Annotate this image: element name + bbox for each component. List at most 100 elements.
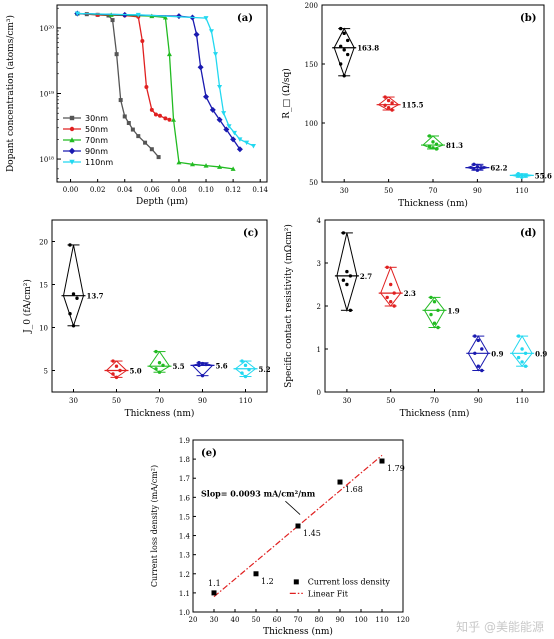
y-tick-label: 2 [317,303,321,311]
data-point [68,243,72,247]
data-point [523,351,528,355]
point-value-label: 1.2 [261,577,274,586]
data-point [75,296,79,300]
x-tick-label: 50 [384,187,393,195]
y-tick-label: 1.5 [179,513,190,521]
data-point [520,347,524,351]
data-point-50nm [163,116,168,121]
data-point [390,108,394,112]
data-point-30nm [149,147,154,152]
y-tick-label: 100 [305,120,318,128]
x-tick-label: 70 [430,397,439,405]
data-point [337,479,343,485]
data-point [436,325,440,330]
data-point-110nm [213,52,219,57]
slope-annotation: Slop= 0.0093 mA/cm²/nm [201,489,316,499]
data-point-110nm [244,140,250,146]
data-point [392,304,396,308]
data-point [240,359,244,363]
data-point [516,334,521,338]
chart-b-svg: (b) 50 100 150 200 30 163.8 50 115.5 70 81.3 90 62.2… [281,2,552,209]
data-point [243,374,248,379]
x-tick-label: 90 [336,616,345,624]
data-point [516,174,520,178]
data-point [154,367,158,371]
data-point [111,359,115,363]
point-value-label: 1.45 [303,529,321,538]
mean-value-label: 55.6 [535,171,552,180]
panel-label: (b) [520,13,536,24]
mean-value-label: 1.9 [448,306,460,315]
data-point-50nm [167,117,172,122]
panel-e-current-loss: (e) 20 30 40 50 60 70 80 90 100 110 120 1.0 1.1 1.2 1.3… [145,432,415,639]
data-point [114,375,119,380]
data-point [161,363,165,368]
x-tick-label: 110 [515,397,528,405]
x-tick-label: 80 [315,616,324,624]
mean-value-label: 5.2 [259,365,271,374]
data-point [200,361,205,366]
x-tick-label: 60 [273,616,282,624]
data-point-110nm [74,11,80,17]
data-point [345,282,349,287]
data-point [389,300,393,304]
point-value-label: 1.1 [208,579,221,588]
data-point-110nm [231,130,237,136]
mean-value-label: 81.3 [446,141,463,150]
data-point-110nm [217,84,223,90]
data-point [386,98,391,103]
x-tick-label: 90 [473,187,482,195]
data-point [427,144,432,149]
x-tick-label: 110 [239,397,252,405]
point-value-label: 1.68 [345,485,363,494]
data-point [247,367,251,372]
legend-label: 50nm [85,125,108,134]
y-tick-label: 1.1 [179,590,190,598]
data-point [432,321,437,325]
data-point-90nm [197,64,204,71]
data-point [211,590,217,596]
x-tick-label: 0.08 [171,186,187,194]
data-point [111,372,115,376]
data-point [432,300,437,304]
data-point [392,291,396,295]
x-axis-label: Thickness (nm) [400,408,470,419]
y-tick-label: 15 [39,282,48,290]
y-tick-label: 150 [305,61,318,69]
x-tick-label: 70 [429,187,438,195]
y-tick-label: 1.3 [179,552,190,560]
y-tick-label: 3 [317,260,321,268]
legend-label: 110nm [85,158,113,167]
y-tick-label: 1.9 [179,437,190,445]
data-point-90nm [193,31,200,38]
x-tick-label: 0.04 [117,186,133,194]
x-tick-label: 30 [342,397,351,405]
data-point [385,295,389,300]
data-point-110nm [237,137,243,142]
mean-value-label: 5.5 [173,362,185,371]
annotation-arrow [285,500,301,515]
data-point [342,74,346,78]
legend-marker [69,115,75,121]
data-point [348,308,353,312]
data-point [346,38,350,43]
data-point [516,355,521,360]
chart-a-svg: (a) 0.00 0.02 0.04 0.06 0.08 0.10 0.12 0.14 10¹⁸ 1… [5,4,269,207]
x-tick-label: 110 [375,616,388,624]
data-point [253,571,259,577]
mean-value-label: 2.7 [360,272,372,281]
data-point-30nm [114,52,119,57]
data-point [204,362,208,367]
x-tick-label: 0.14 [252,186,268,194]
data-point-90nm [230,136,237,143]
x-tick-label: 30 [69,397,78,405]
y-tick-label: 4 [317,217,322,225]
x-tick-label: 30 [340,187,349,195]
data-point [295,523,301,529]
data-point [339,62,343,66]
data-point [345,269,349,274]
data-point [197,361,201,365]
mean-value-label: 5.0 [130,367,142,376]
data-point [348,274,353,278]
data-point-30nm [143,140,148,145]
